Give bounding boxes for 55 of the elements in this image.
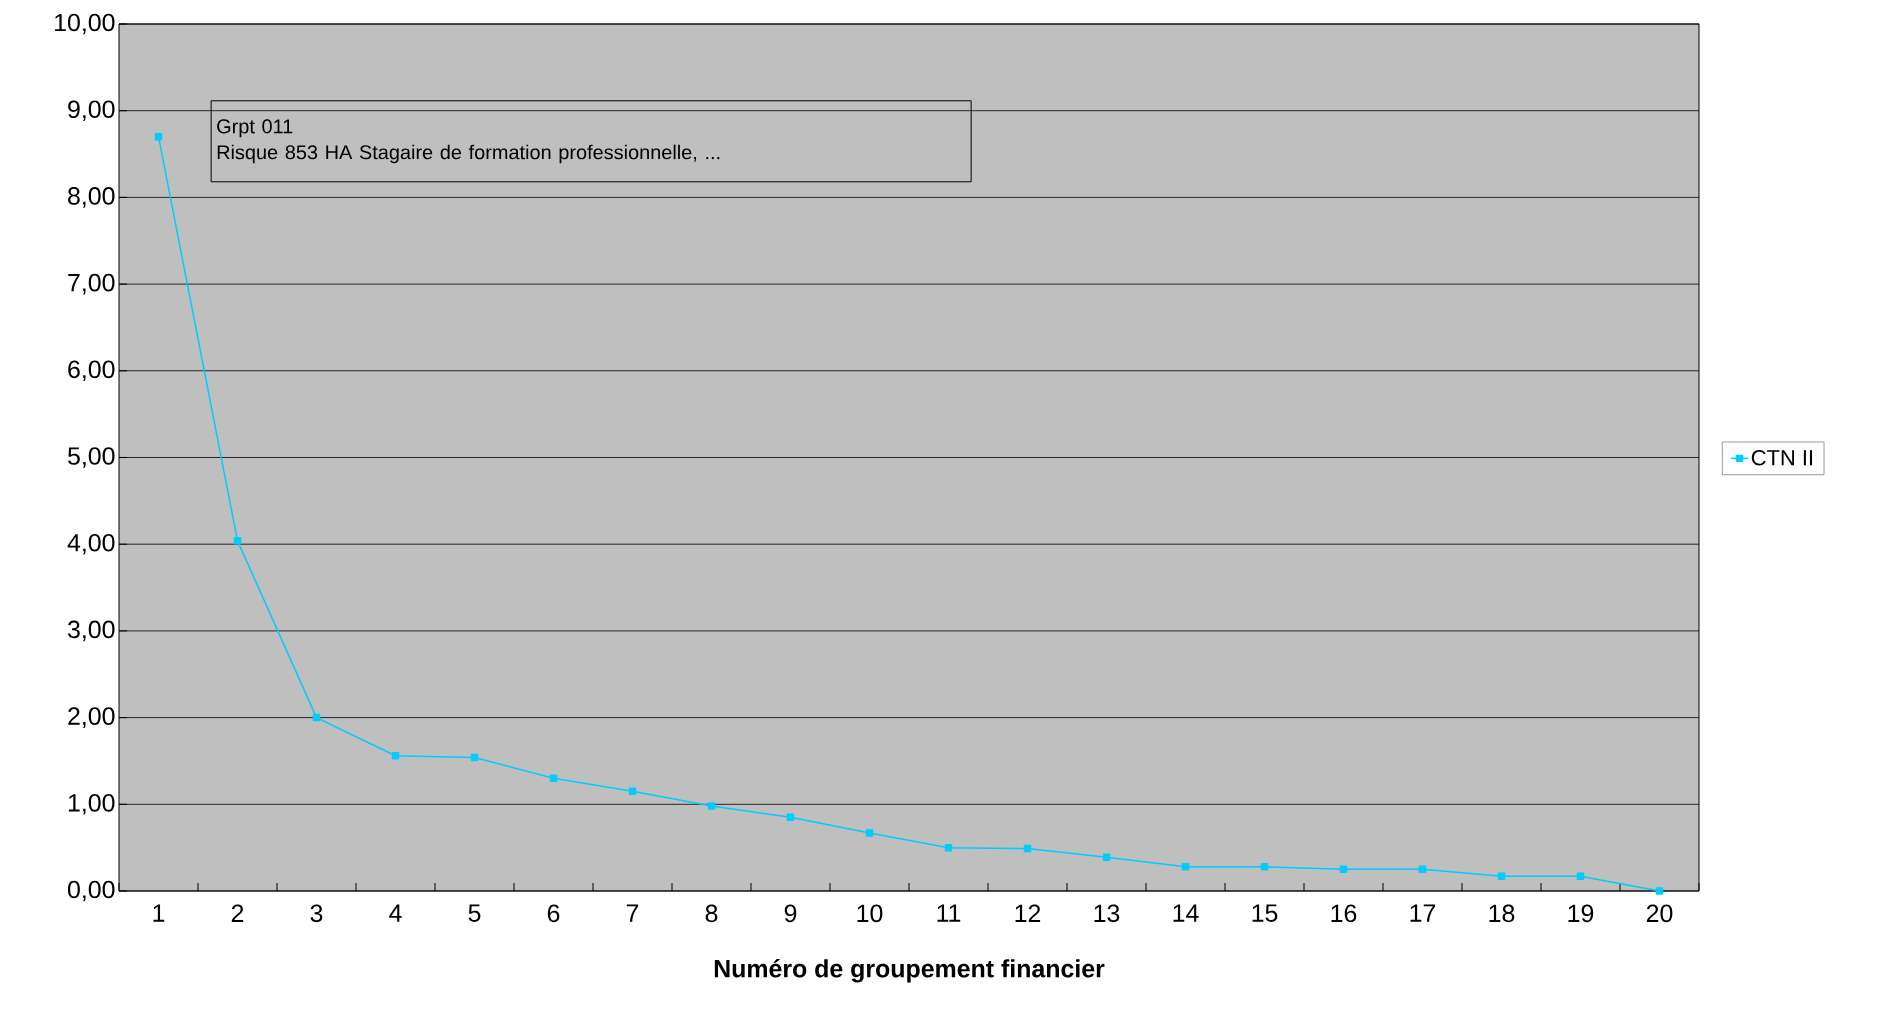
x-tick-label: 19 — [1568, 904, 1594, 923]
point — [707, 802, 716, 810]
point — [154, 132, 163, 141]
y-tick-label: 4,00 — [67, 533, 115, 555]
point — [233, 536, 242, 545]
x-tick-label: 15 — [1252, 904, 1278, 922]
point — [1418, 865, 1427, 874]
y-tick-label: 6,00 — [68, 360, 115, 382]
y-tick-label: 0,00 — [67, 880, 115, 902]
legend-label: CTN II — [1751, 449, 1813, 466]
point — [865, 829, 874, 837]
x-tick-label: 12 — [1015, 904, 1041, 922]
annotation: Grpt 011 — [217, 119, 293, 138]
y-tick-label: 5,00 — [68, 447, 115, 468]
x-tick-label: 8 — [705, 904, 718, 923]
annotation: Risque 853 HA Stagaire de formation professionnelle, ... — [217, 144, 720, 164]
point — [549, 774, 558, 783]
y-tick-label: 7,00 — [68, 273, 115, 295]
y-tick-label: 8,00 — [68, 187, 115, 208]
x-tick-label: 6 — [547, 904, 560, 923]
x-tick-label: 4 — [389, 904, 402, 922]
x-tick-label: 11 — [937, 904, 961, 922]
x-tick-label: 5 — [468, 904, 481, 922]
x-tick-label: 17 — [1410, 904, 1436, 922]
x-tick-label: 16 — [1331, 904, 1357, 923]
point — [1655, 887, 1664, 895]
x-tick-label: 20 — [1646, 904, 1673, 923]
point — [786, 813, 795, 822]
x-tick-label: 10 — [857, 904, 883, 923]
x-tick-label: 13 — [1094, 904, 1120, 923]
y-tick-label: 3,00 — [67, 620, 115, 642]
point — [1102, 853, 1111, 861]
point — [1576, 872, 1585, 880]
x-axis-title: Numéro de groupement financier — [714, 959, 1105, 983]
point — [1260, 862, 1269, 871]
point — [628, 787, 637, 796]
y-tick-label: 9,00 — [68, 100, 115, 121]
x-tick-label: 3 — [310, 904, 323, 923]
x-tick-label: 2 — [231, 904, 244, 922]
point — [1181, 862, 1190, 871]
y-tick-label: 10,00 — [55, 13, 115, 35]
x-tick-label: 1 — [153, 904, 165, 922]
x-tick-label: 14 — [1173, 904, 1199, 922]
point — [1023, 844, 1032, 853]
y-tick-label: 2,00 — [68, 707, 115, 728]
y-tick-label: 1,00 — [68, 794, 115, 815]
point — [470, 753, 479, 762]
point — [312, 713, 321, 722]
x-tick-label: 9 — [784, 904, 797, 923]
point — [1497, 872, 1506, 880]
x-tick-label: 18 — [1489, 904, 1515, 923]
point — [1339, 865, 1348, 874]
point — [391, 752, 400, 760]
x-tick-label: 7 — [626, 904, 639, 922]
point — [944, 843, 953, 852]
